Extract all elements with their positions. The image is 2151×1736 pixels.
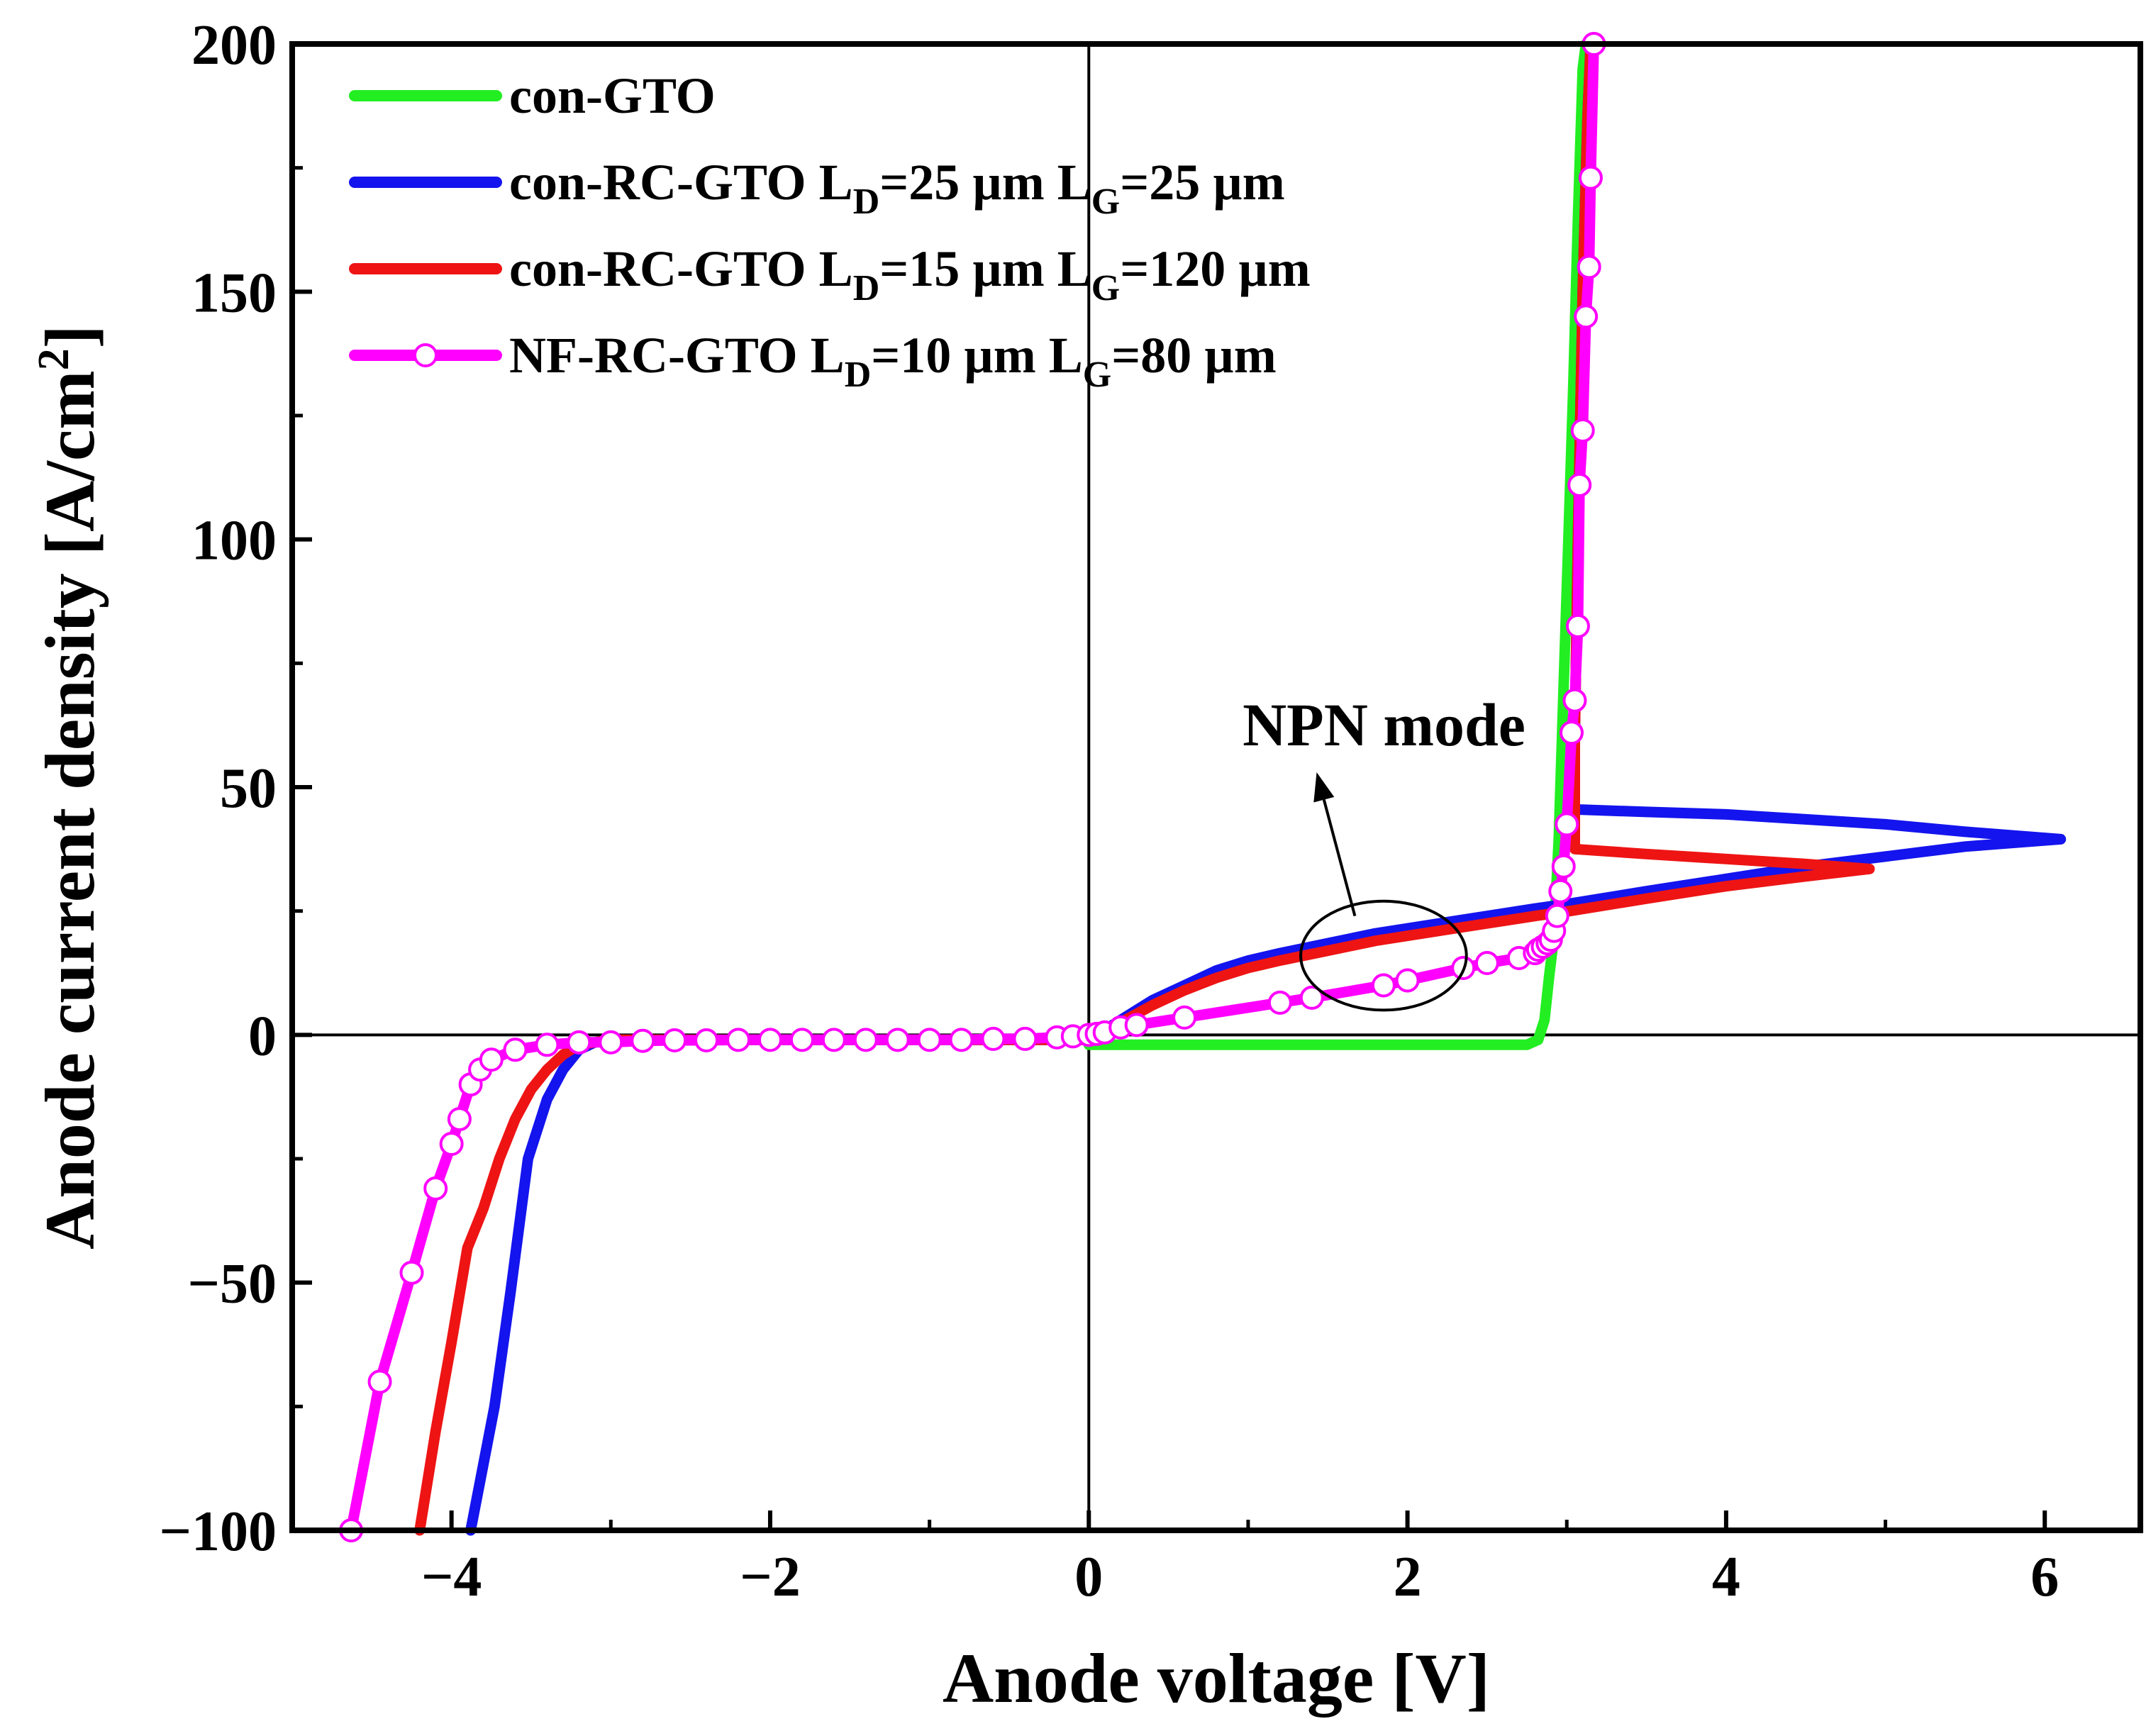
data-point bbox=[981, 1026, 1006, 1051]
legend-sub-g: G bbox=[1083, 355, 1111, 395]
x-tick-label: 4 bbox=[1712, 1546, 1740, 1608]
data-point bbox=[599, 1030, 623, 1055]
data-point bbox=[535, 1033, 560, 1057]
data-point bbox=[789, 1028, 814, 1052]
legend-label-text: =120 µm bbox=[1120, 240, 1311, 297]
data-point bbox=[1371, 973, 1396, 998]
y-tick-label: 150 bbox=[191, 262, 277, 324]
legend-label-text: con-GTO bbox=[509, 67, 716, 124]
legend-label-text: =25 µm bbox=[1120, 154, 1285, 211]
legend-label-text: con-RC-GTO L bbox=[509, 240, 853, 297]
data-point bbox=[1578, 165, 1603, 190]
data-point bbox=[1565, 613, 1590, 638]
legend-label-text: =10 µm L bbox=[871, 327, 1083, 384]
data-point bbox=[1551, 854, 1576, 879]
legend-sub-d: D bbox=[853, 268, 880, 308]
data-point bbox=[503, 1037, 528, 1062]
data-point bbox=[447, 1107, 472, 1132]
data-point bbox=[1577, 255, 1601, 279]
data-point bbox=[1559, 720, 1584, 745]
npn-mode-label: NPN mode bbox=[1243, 691, 1525, 759]
legend-label-text: =25 µm L bbox=[879, 154, 1091, 211]
series-layer bbox=[339, 32, 2067, 1542]
series-line-2 bbox=[414, 38, 1875, 1536]
x-tick-label: 6 bbox=[2030, 1546, 2059, 1608]
legend-label-2: con-RC-GTO LD=15 µm LG=120 µm bbox=[509, 240, 1311, 308]
y-tick-label: 50 bbox=[220, 757, 277, 820]
legend-sub-d: D bbox=[845, 355, 872, 395]
legend-sub-g: G bbox=[1091, 268, 1120, 308]
y-tick-label: −50 bbox=[187, 1253, 277, 1315]
legend-sub-g: G bbox=[1091, 182, 1120, 222]
legend-label-0: con-GTO bbox=[509, 67, 716, 124]
legend-label-text: =15 µm L bbox=[879, 240, 1091, 297]
data-point bbox=[367, 1369, 392, 1394]
data-point bbox=[1548, 879, 1573, 903]
data-point bbox=[399, 1260, 424, 1285]
data-point bbox=[757, 1028, 782, 1052]
data-point bbox=[885, 1028, 910, 1052]
data-point bbox=[726, 1028, 751, 1052]
axis-ticks: −4 −2 0 2 4 6 −100 −50 0 50 100 150 200 bbox=[159, 14, 2059, 1608]
legend-label-3: NF-RC-GTO LD=10 µm LG=80 µm bbox=[509, 327, 1277, 395]
y-tick-label: −100 bbox=[159, 1501, 277, 1563]
y-axis-title-main: Anode current density [A/cm bbox=[30, 370, 109, 1250]
data-point bbox=[1267, 990, 1292, 1015]
data-point bbox=[439, 1132, 464, 1157]
data-point bbox=[1172, 1005, 1197, 1030]
y-axis-title: Anode current density [A/cm2] bbox=[30, 325, 109, 1250]
data-point bbox=[1545, 903, 1569, 928]
y-tick-label: 100 bbox=[191, 510, 277, 572]
x-tick-label: 0 bbox=[1074, 1546, 1103, 1608]
data-point bbox=[1562, 688, 1587, 713]
legend-label-1: con-RC-GTO LD=25 µm LG=25 µm bbox=[509, 154, 1285, 222]
y-axis-title-end: ] bbox=[30, 325, 109, 348]
data-point bbox=[1299, 985, 1324, 1010]
y-tick-label: 200 bbox=[191, 14, 277, 77]
legend-label-text: NF-RC-GTO L bbox=[509, 327, 845, 384]
legend-label-text: con-RC-GTO L bbox=[509, 154, 853, 211]
data-point bbox=[949, 1028, 974, 1052]
series-line-0 bbox=[1083, 38, 1591, 1050]
data-point bbox=[423, 1176, 448, 1201]
data-point bbox=[662, 1028, 687, 1053]
data-point bbox=[1555, 812, 1579, 837]
x-tick-label: −4 bbox=[421, 1546, 482, 1608]
npn-mode-arrowhead bbox=[1313, 772, 1335, 803]
y-tick-label: 0 bbox=[248, 1005, 277, 1067]
data-point bbox=[1570, 418, 1595, 443]
x-axis-title: Anode voltage [V] bbox=[943, 1639, 1490, 1718]
legend-marker-3 bbox=[413, 343, 438, 367]
data-point bbox=[853, 1028, 878, 1052]
legend-label-text: =80 µm bbox=[1111, 327, 1277, 384]
x-tick-label: −2 bbox=[740, 1546, 801, 1608]
npn-mode-ellipse bbox=[1299, 899, 1468, 1012]
zero-reference-lines bbox=[292, 44, 2140, 1530]
data-point bbox=[821, 1028, 846, 1052]
annotation-layer: NPN mode bbox=[1243, 691, 1525, 1012]
x-tick-label: 2 bbox=[1394, 1546, 1422, 1608]
npn-mode-arrow bbox=[1322, 799, 1357, 917]
data-point bbox=[567, 1030, 591, 1055]
legend-sub-d: D bbox=[853, 182, 880, 222]
data-point bbox=[1567, 472, 1592, 497]
data-point bbox=[479, 1047, 504, 1072]
data-point bbox=[1395, 968, 1420, 993]
data-point bbox=[1124, 1013, 1149, 1037]
y-axis-title-sup: 2 bbox=[30, 348, 78, 370]
data-point bbox=[1013, 1026, 1038, 1051]
data-point bbox=[1474, 951, 1499, 976]
data-point bbox=[630, 1028, 655, 1053]
data-point bbox=[1574, 304, 1599, 329]
data-point bbox=[694, 1028, 719, 1053]
data-point bbox=[917, 1028, 942, 1052]
